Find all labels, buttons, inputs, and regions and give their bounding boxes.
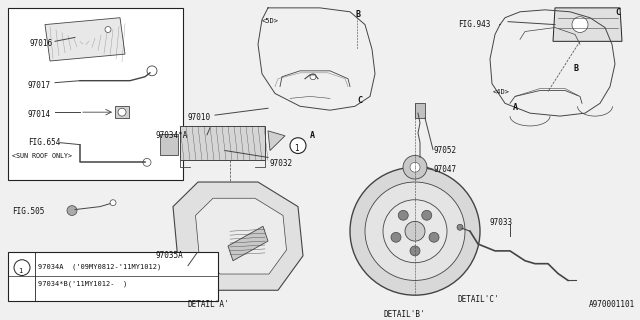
Circle shape [391,232,401,242]
Text: 97034*B('11MY1012-  ): 97034*B('11MY1012- ) [38,280,127,287]
Text: 97017: 97017 [28,81,51,90]
Text: <5D>: <5D> [262,18,279,24]
Polygon shape [195,198,287,274]
Text: 97035A: 97035A [155,251,183,260]
Text: 97034A  ('09MY0812-'11MY1012): 97034A ('09MY0812-'11MY1012) [38,264,161,270]
Polygon shape [173,182,303,290]
Bar [415,103,425,118]
Text: 97047: 97047 [433,165,456,174]
Text: 97052: 97052 [433,146,456,155]
Text: A: A [310,131,315,140]
Circle shape [310,74,316,80]
Circle shape [405,221,425,241]
Text: B: B [355,10,360,19]
Circle shape [14,260,30,276]
Text: B: B [573,64,578,73]
Text: 97032: 97032 [270,159,293,168]
Text: 97014: 97014 [28,110,51,119]
Text: 97016: 97016 [30,39,53,48]
Text: FIG.943: FIG.943 [458,20,490,29]
Text: <SUN ROOF ONLY>: <SUN ROOF ONLY> [12,153,72,158]
Circle shape [118,108,126,116]
Text: C: C [357,96,362,105]
Text: FIG.654: FIG.654 [28,138,60,147]
Polygon shape [228,226,268,261]
Circle shape [410,162,420,172]
Bar [115,106,129,118]
Polygon shape [45,18,125,61]
Bar [160,134,178,156]
Circle shape [410,246,420,256]
Circle shape [290,138,306,154]
Text: 97010: 97010 [188,113,211,122]
Circle shape [350,167,480,295]
Text: DETAIL'A': DETAIL'A' [188,300,230,309]
Polygon shape [268,131,285,150]
Text: A: A [513,103,518,112]
Bar [8,8,183,180]
Text: A970001101: A970001101 [589,300,635,309]
Polygon shape [553,8,622,41]
Circle shape [457,224,463,230]
Circle shape [147,66,157,76]
Text: 1: 1 [294,144,299,153]
Bar [180,126,265,160]
Circle shape [110,200,116,206]
Text: DETAIL'B': DETAIL'B' [383,310,424,319]
Bar [8,252,218,301]
Circle shape [105,27,111,32]
Text: DETAIL'C': DETAIL'C' [458,295,500,304]
Text: 1: 1 [18,268,22,274]
Text: 97033: 97033 [490,219,513,228]
Text: FIG.505: FIG.505 [12,207,44,216]
Text: <4D>: <4D> [493,89,510,94]
Circle shape [422,210,432,220]
Circle shape [429,232,439,242]
Circle shape [398,210,408,220]
Circle shape [383,200,447,263]
Text: C: C [615,8,620,17]
Circle shape [403,156,427,179]
Text: 97034*A: 97034*A [155,131,188,140]
Circle shape [143,158,151,166]
Circle shape [365,182,465,280]
Circle shape [572,17,588,32]
Circle shape [67,206,77,215]
